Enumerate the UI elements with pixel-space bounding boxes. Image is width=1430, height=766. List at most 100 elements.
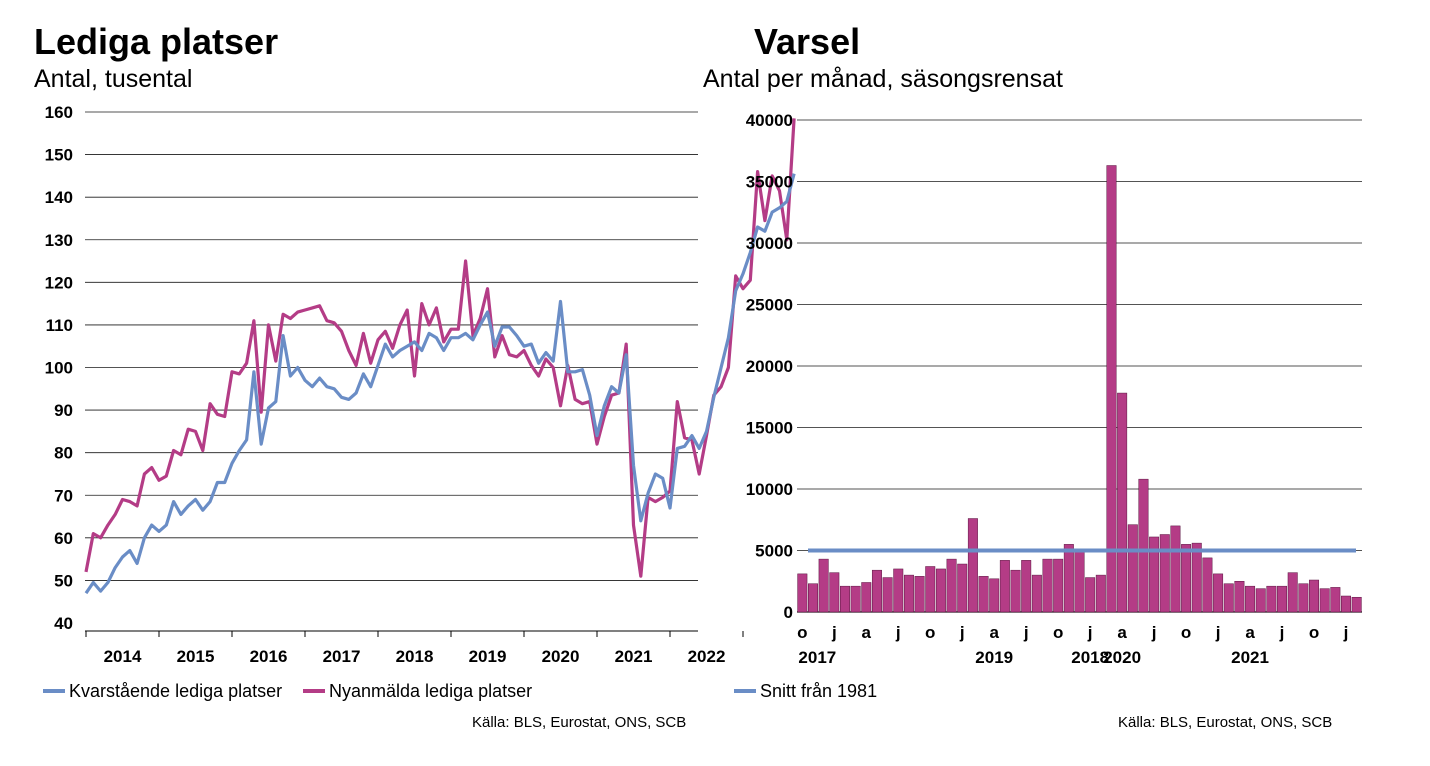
y-tick-label: 70: [54, 486, 73, 505]
month-tick-label: j: [831, 623, 837, 642]
bar: [808, 583, 818, 613]
y-tick-label: 20000: [746, 357, 793, 376]
month-tick-label: o: [925, 623, 935, 642]
bar: [1319, 588, 1330, 613]
year-tick-label: 2019: [975, 648, 1013, 667]
bar: [1341, 595, 1351, 613]
bar: [1213, 573, 1224, 613]
y-tick-label: 5000: [755, 542, 793, 561]
bar: [1202, 557, 1213, 613]
bar: [818, 558, 829, 613]
month-tick-label: j: [1151, 623, 1157, 642]
bar: [1149, 536, 1160, 613]
month-tick-label: j: [959, 623, 965, 642]
bar: [871, 569, 882, 613]
x-tick-label: 2017: [323, 647, 361, 666]
bar: [1223, 583, 1234, 613]
month-tick-label: a: [862, 623, 872, 642]
bar: [978, 576, 989, 613]
bar: [1085, 577, 1096, 613]
bar: [1266, 585, 1277, 613]
bar: [1106, 165, 1117, 613]
x-tick-label: 2022: [688, 647, 726, 666]
bar: [1298, 583, 1309, 613]
y-tick-label: 15000: [746, 419, 793, 438]
y-tick-label: 35000: [746, 173, 793, 192]
bar: [1074, 551, 1085, 613]
y-tick-label: 80: [54, 444, 73, 463]
bar: [1117, 392, 1128, 613]
month-tick-label: o: [1309, 623, 1319, 642]
bar: [1031, 574, 1042, 613]
series-line-nyanmalda: [84, 118, 796, 578]
bar: [829, 572, 840, 613]
month-tick-label: j: [1023, 623, 1029, 642]
left-chart-title: Lediga platser: [34, 21, 279, 62]
month-tick-label: j: [1215, 623, 1221, 642]
y-tick-label: 90: [54, 401, 73, 420]
month-tick-label: a: [1117, 623, 1127, 642]
bar: [1245, 585, 1256, 613]
right-chart-title: Varsel: [754, 21, 861, 62]
x-tick-label: 2020: [542, 647, 580, 666]
bar: [839, 585, 850, 613]
bar: [1063, 544, 1074, 613]
legend-label-snitt: Snitt från 1981: [760, 681, 877, 701]
y-tick-label: 110: [46, 316, 73, 335]
bar: [1181, 544, 1192, 613]
right-bar-chart: 0 5000 10000 15000 20000 25000 30000 35000 40000…: [734, 111, 1362, 701]
bar: [946, 558, 957, 613]
bar: [1095, 574, 1106, 613]
y-tick-label: 100: [45, 359, 73, 378]
bar: [850, 585, 861, 613]
x-tick-label: 2016: [250, 647, 288, 666]
year-tick-label: 2018: [1071, 648, 1109, 667]
month-tick-label: a: [1245, 623, 1255, 642]
bar: [797, 573, 808, 613]
bar: [989, 578, 1000, 613]
bar: [967, 518, 978, 613]
month-tick-label: a: [989, 623, 999, 642]
y-tick-label: 25000: [746, 296, 793, 315]
y-tick-label: 130: [45, 231, 73, 250]
y-tick-label: 140: [45, 188, 73, 207]
x-tick-label: 2015: [177, 647, 215, 666]
bar: [1170, 525, 1181, 613]
bar: [957, 563, 968, 613]
bar: [1127, 524, 1138, 613]
bar: [1309, 579, 1320, 613]
bar: [1053, 558, 1064, 613]
left-chart-subtitle: Antal, tusental: [34, 65, 193, 93]
legend-label-nyanmalda: Nyanmälda lediga platser: [329, 681, 532, 701]
bar: [903, 574, 914, 613]
bar: [1010, 569, 1021, 613]
bar: [1351, 596, 1362, 613]
x-tick-label: 2019: [469, 647, 507, 666]
year-tick-label: 2017: [798, 648, 836, 667]
y-tick-label: 120: [45, 273, 73, 292]
month-tick-label: j: [895, 623, 901, 642]
y-tick-label: 60: [54, 529, 73, 548]
bar: [893, 568, 904, 613]
month-tick-label: j: [1279, 623, 1285, 642]
y-tick-label: 10000: [746, 480, 793, 499]
series-line-kvarstaende: [84, 173, 796, 595]
right-source: Källa: BLS, Eurostat, ONS, SCB: [1118, 714, 1333, 731]
bar: [935, 568, 946, 613]
y-tick-label: 50: [54, 571, 73, 590]
bar: [1042, 558, 1053, 613]
legend-label-kvarstaende: Kvarstående lediga platser: [69, 681, 282, 701]
month-tick-label: o: [1181, 623, 1191, 642]
y-tick-label: 0: [784, 603, 793, 622]
bar: [1234, 581, 1245, 613]
bar: [1277, 585, 1288, 613]
bar: [914, 576, 925, 613]
bar: [925, 566, 936, 613]
month-tick-label: o: [1053, 623, 1063, 642]
right-chart-subtitle: Antal per månad, säsongsrensat: [703, 65, 1063, 93]
bar: [1021, 560, 1032, 613]
bar: [882, 577, 893, 613]
month-tick-label: j: [1087, 623, 1093, 642]
bar: [1159, 534, 1170, 613]
